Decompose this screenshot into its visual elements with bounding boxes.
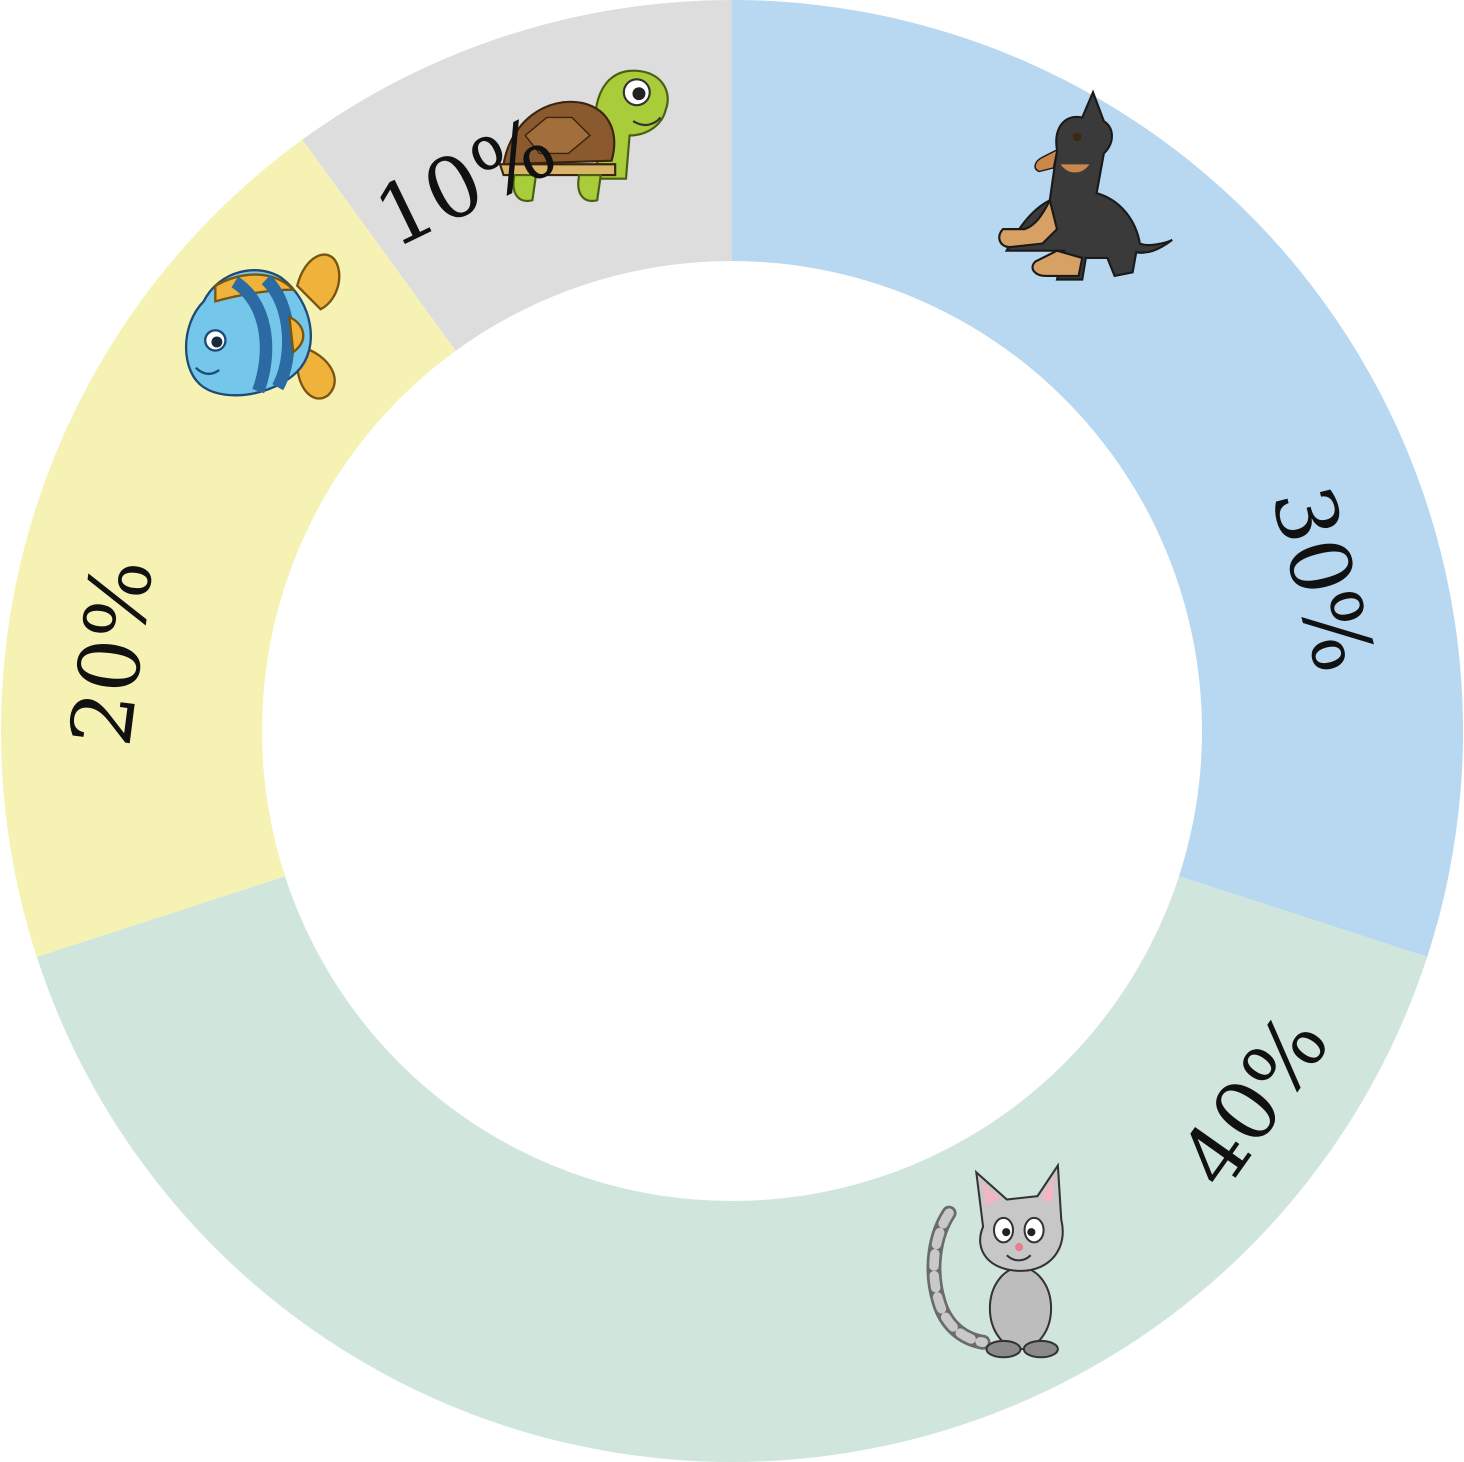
slice-cat bbox=[36, 876, 1428, 1462]
slice-dog bbox=[732, 0, 1463, 957]
slice-fish bbox=[0, 139, 456, 957]
slice-label-fish: 20% bbox=[52, 554, 173, 752]
